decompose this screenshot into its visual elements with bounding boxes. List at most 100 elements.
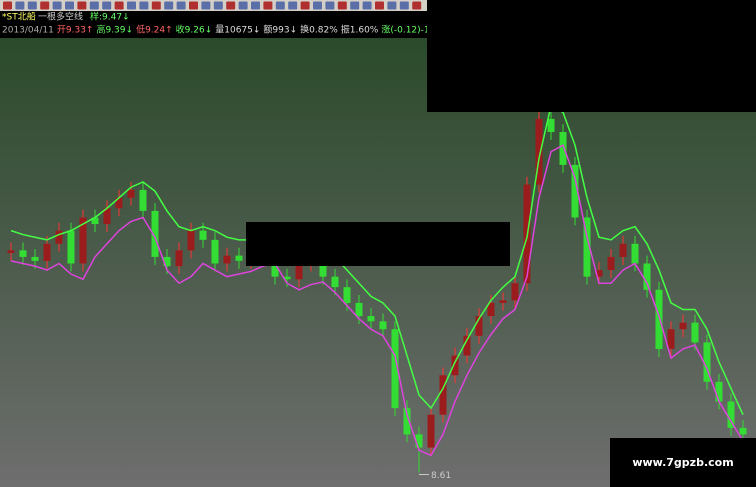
info-field: 换0.82% xyxy=(300,24,338,36)
candle-body xyxy=(235,255,243,261)
toolbar-icon xyxy=(350,1,360,10)
toolbar-icon xyxy=(387,1,397,10)
candle-body xyxy=(631,243,639,264)
candle-body xyxy=(55,230,63,244)
toolbar-icon xyxy=(263,1,273,10)
candle-body xyxy=(31,256,39,261)
candle-body xyxy=(451,355,459,376)
security-name: *ST北船 xyxy=(2,11,36,23)
candle-body xyxy=(511,283,519,301)
candle-body xyxy=(355,302,363,317)
candle-body xyxy=(739,427,747,435)
candle-body xyxy=(679,322,687,330)
toolbar-icon xyxy=(226,1,236,10)
candle-body xyxy=(391,329,399,409)
toolbar-icon xyxy=(412,1,422,10)
toolbar-icon xyxy=(213,1,223,10)
candle-body xyxy=(163,256,171,267)
candle-body xyxy=(439,375,447,415)
toolbar-icon xyxy=(189,1,198,10)
candle-body xyxy=(283,276,291,280)
candle-body xyxy=(139,189,147,211)
indicator-name: 一根多空线 xyxy=(38,11,83,23)
candle-body xyxy=(187,230,195,251)
toolbar-icon xyxy=(164,1,174,10)
candle-body xyxy=(547,118,555,133)
info-field: 开9.33↑ xyxy=(57,25,94,36)
candle-body xyxy=(715,381,723,402)
candle-body xyxy=(199,230,207,240)
info-field: 涨(-0.12)-1.28% xyxy=(381,25,453,36)
candle-body xyxy=(499,300,507,303)
candle-body xyxy=(415,434,423,448)
candle-body xyxy=(667,329,675,349)
toolbar-icon xyxy=(139,1,149,10)
candle-body xyxy=(727,401,735,428)
toolbar-icon xyxy=(251,1,260,10)
toolbar-icon xyxy=(15,1,25,10)
info-field: 2013/04/11 xyxy=(2,26,54,36)
toolbar-icon xyxy=(102,1,112,10)
candle-body xyxy=(427,414,435,448)
candle-body xyxy=(343,287,351,303)
info-field: 高9.39↓ xyxy=(96,24,133,36)
toolbar-icon xyxy=(399,1,409,10)
toolbar-icon xyxy=(325,1,335,10)
info-field: 收9.26↓ xyxy=(176,24,213,36)
candle-body xyxy=(295,263,303,280)
info-field: 低9.24↑ xyxy=(136,24,173,36)
toolbar-icon xyxy=(27,1,37,10)
toolbar-icon xyxy=(151,1,161,10)
candle-body xyxy=(43,243,51,261)
toolbar-icon xyxy=(288,1,298,10)
candle-body xyxy=(403,408,411,435)
info-field: 量10675↓ xyxy=(215,25,260,36)
candle-body xyxy=(7,250,15,253)
candle-body xyxy=(151,210,159,257)
candle-body xyxy=(487,302,495,317)
candle-body xyxy=(91,217,99,225)
toolbar-icon xyxy=(201,1,211,10)
candle-body xyxy=(127,189,135,198)
info-field: 额993↓ xyxy=(263,24,297,36)
candle-body xyxy=(607,256,615,271)
low-label: 8.61 xyxy=(431,471,451,481)
watermark-box xyxy=(610,438,756,487)
candle-body xyxy=(331,276,339,288)
indicator-line xyxy=(10,144,744,457)
plot: 8.61 xyxy=(7,99,747,481)
candle-body xyxy=(583,217,591,277)
candle-body xyxy=(103,208,111,225)
toolbar-icon xyxy=(275,1,285,10)
candle-body xyxy=(223,255,231,264)
toolbar-icon xyxy=(3,1,12,10)
toolbar-icon xyxy=(89,1,99,10)
candle-body xyxy=(691,322,699,343)
candle-body xyxy=(619,243,627,257)
toolbar-icon xyxy=(300,1,310,10)
candle-body xyxy=(175,250,183,267)
toolbar-icon xyxy=(127,1,136,10)
candle-body xyxy=(211,239,219,264)
toolbar-icon xyxy=(52,1,62,10)
toolbar-icon xyxy=(65,1,74,10)
toolbar-icon xyxy=(375,1,384,10)
info-field: 振1.60% xyxy=(341,24,379,36)
candle-body xyxy=(19,250,27,257)
watermark: www.7gpzb.com xyxy=(632,456,733,469)
redaction xyxy=(246,222,510,266)
candle-body xyxy=(535,118,543,185)
candle-body xyxy=(703,342,711,382)
toolbar xyxy=(0,0,427,11)
candle-body xyxy=(571,164,579,218)
toolbar-icon xyxy=(114,1,124,10)
toolbar-icon xyxy=(337,1,347,10)
toolbar-icon xyxy=(238,1,248,10)
candle-body xyxy=(67,230,75,264)
indicator-line xyxy=(10,104,744,416)
redaction xyxy=(427,0,756,112)
toolbar-icon xyxy=(77,1,87,10)
toolbar-icon xyxy=(176,1,186,10)
